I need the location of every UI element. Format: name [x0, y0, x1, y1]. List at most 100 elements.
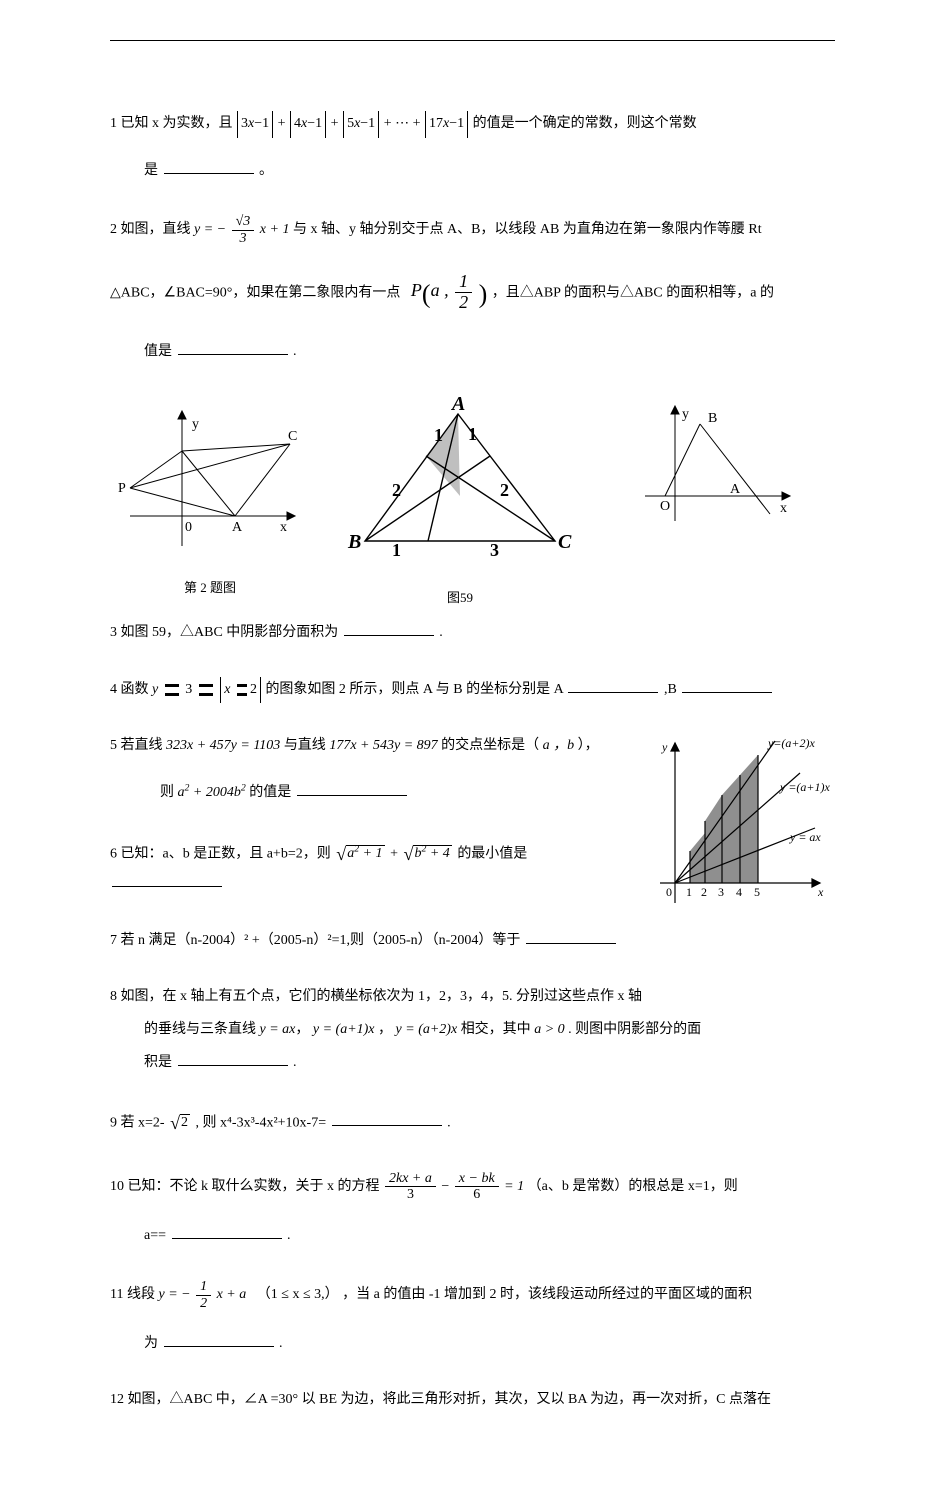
- svg-text:C: C: [288, 429, 297, 444]
- figure-59-caption: 图59: [340, 586, 580, 611]
- q8-line3-suffix: .: [293, 1055, 297, 1070]
- q4-eqbar-1: [165, 684, 179, 696]
- q3-text-a: 3 如图 59，△ABC 中阴影部分面积为: [110, 625, 338, 640]
- q2-eq-frac: √3 3: [232, 214, 255, 246]
- top-rule: [110, 40, 835, 41]
- q11-eq-rhs: x + a: [217, 1287, 247, 1302]
- q5-d: ），: [578, 738, 599, 753]
- q8-eq3: y = (a+2)x: [396, 1022, 458, 1037]
- q2-text-a: 2 如图，直线: [110, 222, 191, 237]
- svg-text:0: 0: [185, 520, 192, 535]
- q4-y: y: [152, 682, 158, 697]
- q5-line2-b: 的值是: [249, 785, 291, 800]
- figure-row: y P C A 0 x 第 2 题图: [110, 396, 835, 610]
- q6-sqrt2: b2 + 4: [403, 837, 451, 872]
- q11-a: 11 线段: [110, 1287, 155, 1302]
- q5-ab: a ，b: [543, 738, 575, 753]
- svg-text:1: 1: [434, 425, 443, 445]
- q10-line2-a: a==: [144, 1228, 166, 1243]
- svg-text:1: 1: [392, 540, 401, 560]
- svg-text:C: C: [558, 531, 572, 553]
- q2-line2-a: △ABC，∠BAC=90°，如果在第二象限内有一点: [110, 285, 400, 300]
- q1-plus-2: +: [331, 116, 339, 131]
- q9-suffix: .: [447, 1115, 451, 1130]
- q2-line2: △ABC，∠BAC=90°，如果在第二象限内有一点 P(a , 12 ) ，且△…: [110, 270, 835, 319]
- q5-c: 的交点坐标是（: [441, 738, 539, 753]
- svg-text:4: 4: [736, 885, 742, 899]
- q8-line2-a: 的垂线与三条直线: [144, 1022, 256, 1037]
- q1-text-a: 1 已知 x 为实数，且: [110, 116, 233, 131]
- question-4: 4 函数 y 3 x 2 的图象如图 2 所示，则点 A 与 B 的坐标分别是 …: [110, 677, 835, 704]
- q5-line2-a: 则: [160, 785, 174, 800]
- q1-blank: [164, 159, 254, 174]
- svg-text:x: x: [817, 885, 824, 899]
- figure-q4-svg: y B O A x: [630, 396, 800, 536]
- svg-text:1: 1: [686, 885, 692, 899]
- q6-a: 6 已知：a、b 是正数，且 a+b=2，则: [110, 846, 331, 861]
- q11-frac: 12: [196, 1279, 211, 1311]
- question-8: 8 如图，在 x 轴上有五个点，它们的横坐标依次为 1，2，3，4，5. 分别过…: [110, 984, 835, 1076]
- q5-a: 5 若直线: [110, 738, 163, 753]
- svg-text:A: A: [232, 520, 243, 535]
- figure-q8-svg: 1 2 3 4 5 0 x y y=(a+2)x y =(a+1)x y = a…: [640, 733, 835, 918]
- figure-q8: 1 2 3 4 5 0 x y y=(a+2)x y =(a+1)x y = a…: [640, 733, 835, 929]
- q4-blank-a: [568, 678, 658, 693]
- question-11: 11 线段 y = − 12 x + a （1 ≤ x ≤ 3,） ，当 a 的…: [110, 1279, 835, 1357]
- svg-text:O: O: [660, 499, 670, 514]
- q11-line2-a: 为: [144, 1336, 158, 1351]
- q8-line2-c: . 则图中阴影部分的面: [568, 1022, 701, 1037]
- q8-line3: 积是 .: [144, 1050, 835, 1077]
- q1-abs-2: 4x−1: [290, 111, 326, 138]
- question-10: 10 已知：不论 k 取什么实数，关于 x 的方程 2kx + a3 − x −…: [110, 1171, 835, 1249]
- question-7: 7 若 n 满足（n-2004）² +（2005-n）²=1,则（2005-n）…: [110, 928, 835, 955]
- q5-b: 与直线: [284, 738, 326, 753]
- q10-blank: [172, 1224, 282, 1239]
- q2-text-b: 与 x 轴、y 轴分别交于点 A、B，以线段 AB 为直角边在第一象限内作等腰 …: [293, 222, 762, 237]
- q2-eq: y = − √3 3 x + 1: [194, 222, 293, 237]
- svg-text:3: 3: [718, 885, 724, 899]
- q1-text-b: 的值是一个确定的常数，则这个常数: [473, 116, 697, 131]
- q11-blank: [164, 1332, 274, 1347]
- q8-line2: 的垂线与三条直线 y = ax， y = (a+1)x ， y = (a+2)x…: [144, 1017, 835, 1044]
- q8-line1: 8 如图，在 x 轴上有五个点，它们的横坐标依次为 1，2，3，4，5. 分别过…: [110, 989, 642, 1004]
- svg-text:B: B: [708, 411, 717, 426]
- q1-abs-1: 3x−1: [237, 111, 273, 138]
- q2-line2-b: ，且△ABP 的面积与△ABC 的面积相等，a 的: [492, 285, 774, 300]
- svg-text:A: A: [730, 482, 741, 497]
- q1-line2-suffix: 。: [259, 163, 273, 178]
- svg-text:P: P: [118, 481, 126, 496]
- svg-text:y=(a+2)x: y=(a+2)x: [767, 736, 816, 750]
- q4-3: 3: [185, 682, 192, 697]
- svg-text:y: y: [661, 740, 668, 754]
- question-3: 3 如图 59，△ABC 中阴影部分面积为 .: [110, 620, 835, 647]
- question-9: 9 若 x=2- 2 , 则 x⁴-3x³-4x²+10x-7= .: [110, 1106, 835, 1141]
- q6-sqrt1: a2 + 1: [336, 837, 384, 872]
- svg-text:0: 0: [666, 885, 672, 899]
- q8-line3-a: 积是: [144, 1055, 172, 1070]
- q11-eq: y = − 12 x + a: [158, 1287, 249, 1302]
- figure-59: 1 2 1 2 1 3 A B C 图59: [340, 396, 580, 610]
- svg-text:y: y: [682, 407, 689, 422]
- svg-text:2: 2: [500, 480, 509, 500]
- q1-plus-3: + ⋯ +: [384, 116, 421, 131]
- q9-a: 9 若 x=2-: [110, 1115, 165, 1130]
- figure-q2-caption: 第 2 题图: [110, 576, 310, 601]
- q2-line3: 值是 .: [144, 339, 835, 366]
- q10-frac2: x − bk6: [455, 1171, 499, 1203]
- q2-eq-rhs: x + 1: [260, 222, 290, 237]
- svg-text:y = ax: y = ax: [789, 830, 821, 844]
- q2-blank: [178, 340, 288, 355]
- q5-blank: [297, 781, 407, 796]
- q11-eq-lhs: y = −: [158, 1287, 190, 1302]
- q7-text: 7 若 n 满足（n-2004）² +（2005-n）²=1,则（2005-n）…: [110, 933, 520, 948]
- q4-eqbar-2: [199, 684, 213, 696]
- q10-frac1: 2kx + a3: [385, 1171, 436, 1203]
- figure-q4: y B O A x: [630, 396, 800, 547]
- svg-text:5: 5: [754, 885, 760, 899]
- q4-text-a: 4 函数: [110, 682, 149, 697]
- question-2: 2 如图，直线 y = − √3 3 x + 1 与 x 轴、y 轴分别交于点 …: [110, 214, 835, 366]
- q5-expr: a2 + 2004b2: [178, 785, 246, 800]
- q2-point-p: P(a , 12 ): [411, 280, 492, 300]
- q10-b: （a、b 是常数）的根总是 x=1，则: [528, 1179, 738, 1194]
- q1-plus-1: +: [278, 116, 286, 131]
